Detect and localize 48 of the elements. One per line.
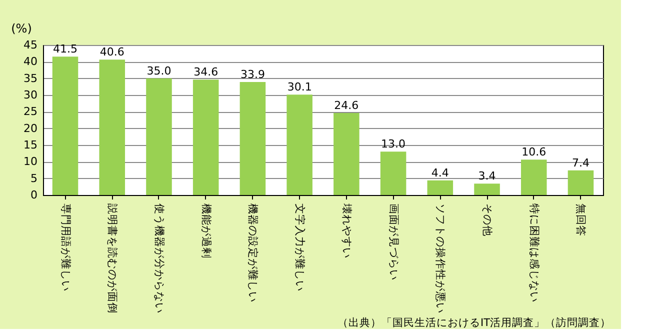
y-tick-label: 30 xyxy=(24,88,38,102)
y-tick-label: 10 xyxy=(24,155,38,168)
data-label: 41.5 xyxy=(53,42,78,56)
bar xyxy=(240,82,266,195)
bar xyxy=(474,184,500,195)
bar xyxy=(334,113,360,195)
data-label: 34.6 xyxy=(194,66,218,79)
data-label: 3.4 xyxy=(478,170,496,183)
data-label: 13.0 xyxy=(381,138,406,151)
y-tick-label: 5 xyxy=(30,172,38,185)
x-tick-label: 画面が見づらい xyxy=(387,204,400,280)
data-label: 7.4 xyxy=(572,156,590,170)
y-tick-label: 40 xyxy=(24,55,38,68)
data-label: 30.1 xyxy=(287,80,312,94)
bar xyxy=(520,160,547,195)
data-label: 40.6 xyxy=(100,46,124,59)
bar xyxy=(192,80,219,195)
x-tick-label: その他 xyxy=(481,204,494,236)
y-tick-label: 0 xyxy=(30,188,38,202)
x-tick-label: 専門用語が難しい xyxy=(59,204,72,292)
x-tick-label: 文字入力が難しい xyxy=(294,204,307,292)
y-tick-label: 20 xyxy=(24,122,38,135)
y-axis-title: (%) xyxy=(11,22,32,36)
y-tick-label: 35 xyxy=(24,72,38,85)
x-tick-label: ソフトの操作性が悪い xyxy=(434,204,446,314)
data-label: 4.4 xyxy=(431,166,449,180)
x-tick-label: 無回答 xyxy=(574,204,587,236)
x-tick-label: 機能が過剰 xyxy=(200,204,213,258)
bar xyxy=(52,56,78,195)
bar xyxy=(427,180,454,195)
data-label: 10.6 xyxy=(522,146,546,159)
bar xyxy=(568,170,594,195)
x-tick-label: 使う機器が分からない xyxy=(152,204,165,314)
data-label: 35.0 xyxy=(146,64,172,78)
y-tick-label: 15 xyxy=(24,138,38,152)
data-label: 33.9 xyxy=(240,68,265,81)
x-tick-label: 説明書を読むのが面倒 xyxy=(106,204,120,314)
x-tick-label: 特に困難は感じない xyxy=(528,204,541,302)
y-tick-label: 25 xyxy=(24,105,38,118)
bar xyxy=(99,60,126,195)
y-tick-label: 45 xyxy=(24,38,38,52)
bar xyxy=(146,78,172,195)
x-tick-label: 機器の設定が難しい xyxy=(246,204,260,302)
x-tick-label: 壊れやすい xyxy=(340,202,354,258)
data-label: 24.6 xyxy=(334,99,359,112)
bar xyxy=(286,94,312,195)
text: （出典）「国民生活におけるIT活用調査」（訪問調査） xyxy=(337,316,611,329)
bar xyxy=(380,152,406,195)
